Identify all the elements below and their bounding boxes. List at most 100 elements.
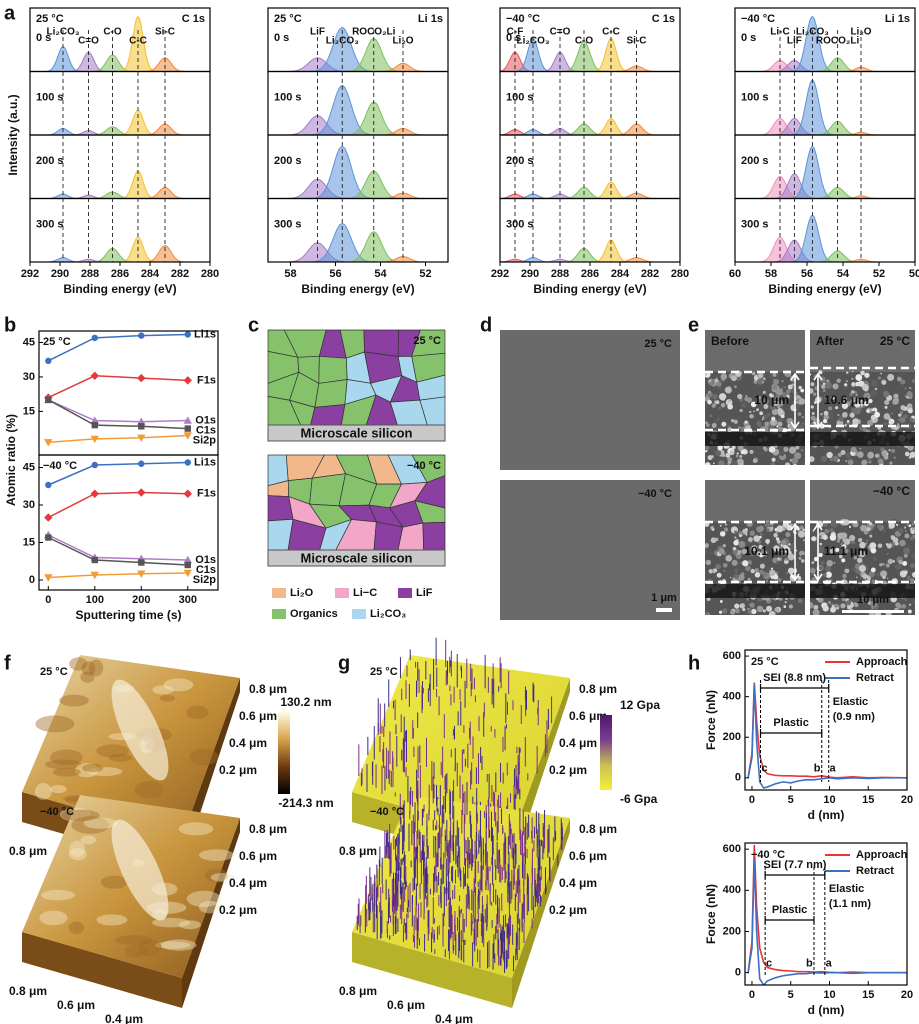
temperature: −40 °C: [370, 806, 404, 818]
row-label: 0 s: [36, 32, 51, 44]
x-tick-label: 15: [862, 989, 874, 1001]
peak-component: [31, 257, 95, 262]
y-tick-label: 30: [23, 499, 35, 511]
legend-label: Organics: [290, 608, 338, 620]
row-label: 200 s: [506, 155, 534, 167]
series-line: [47, 399, 188, 430]
row-label: 300 s: [274, 218, 302, 230]
x-tick-label: 0: [749, 989, 755, 1001]
series-line: [47, 536, 188, 566]
x-axis-label: d (nm): [808, 1003, 845, 1017]
component-label: Li₂CO₃: [517, 36, 550, 47]
axis-tick-label: 0.6 μm: [239, 849, 277, 863]
temperature: −40 °C: [751, 849, 785, 861]
axis-tick-label: 0.8 μm: [579, 822, 617, 836]
x-tick-label: 20: [901, 989, 913, 1001]
image-area: [500, 330, 680, 470]
series-line: [48, 572, 188, 579]
peak-component: [500, 258, 547, 262]
marker: [184, 425, 191, 432]
substrate: [267, 549, 446, 567]
annotation: Plastic: [772, 904, 807, 916]
x-tick-label: 50: [909, 268, 919, 280]
peak-component: [268, 242, 372, 262]
row-label: 100 s: [741, 91, 769, 103]
marker: [45, 357, 52, 365]
peak-component: [326, 231, 421, 262]
marker: [44, 574, 53, 582]
marker: [183, 376, 192, 385]
x-tick-label: 290: [51, 268, 69, 280]
x-tick-label: 20: [901, 794, 913, 806]
x-tick-label: 56: [329, 268, 341, 280]
marker: [45, 396, 52, 404]
axis-tick-label: 0.4 μm: [229, 876, 267, 890]
temperature: 25 °C: [413, 335, 441, 347]
axis-tick-label: 0.8 μm: [339, 984, 377, 998]
marker: [44, 439, 53, 447]
axis-tick-label: 0.2 μm: [219, 903, 257, 917]
row-label: 200 s: [741, 155, 769, 167]
scale-label: 1 μm: [651, 592, 677, 604]
marker: [91, 421, 98, 429]
x-tick-label: 54: [837, 268, 850, 280]
marker: [183, 416, 192, 424]
component-label: ROCO₂Li: [352, 27, 396, 38]
temperature: −40 °C: [741, 13, 775, 25]
scale-bar: [656, 608, 672, 612]
marker: [138, 332, 145, 339]
colorbar: [600, 715, 612, 790]
cross-section: [810, 480, 915, 615]
temperature: 25 °C: [751, 656, 779, 668]
component-label: C=O: [78, 36, 99, 47]
x-tick-label: 292: [21, 268, 39, 280]
plot-frame: [744, 842, 908, 986]
panel-label: d: [480, 314, 492, 336]
legend-swatch: [352, 609, 366, 619]
axis-tick-label: 0.2 μm: [549, 903, 587, 917]
axis-tick-label: 0.8 μm: [249, 822, 287, 836]
peak-component: [57, 258, 120, 262]
colorbar-label: -6 Gpa: [620, 792, 658, 806]
series-label: F1s: [197, 374, 216, 386]
annotation: SEI (8.8 nm): [763, 672, 826, 684]
x-tick-label: 282: [641, 268, 659, 280]
grain: [422, 522, 446, 551]
peak-component: [362, 255, 444, 262]
row-label: 0 s: [274, 32, 289, 44]
legend-label: Li₂CO₃: [370, 608, 406, 620]
x-tick-label: 280: [671, 268, 689, 280]
substrate: [267, 424, 446, 442]
panel-label: b: [4, 314, 16, 336]
column-label: Before: [711, 334, 749, 348]
legend-swatch: [335, 588, 349, 598]
marker: [137, 570, 146, 578]
x-tick-label: 288: [81, 268, 99, 280]
colorbar-label: -214.3 nm: [278, 796, 333, 810]
y-tick-label: 400: [723, 691, 741, 703]
surface-side: [22, 932, 182, 1008]
cross-section: [810, 330, 915, 465]
x-tick-label: 0: [45, 594, 51, 606]
marker: [91, 461, 98, 469]
cross-section: [705, 480, 805, 615]
x-tick-label: 286: [581, 268, 599, 280]
x-tick-label: 292: [491, 268, 509, 280]
component-label: Si-C: [627, 36, 647, 47]
plot-frame: [38, 454, 219, 591]
thickness-label: 10 μm: [754, 393, 789, 407]
series-line: [747, 845, 907, 974]
y-tick-label: 30: [23, 371, 35, 383]
peak-component: [501, 257, 565, 262]
x-tick-label: 100: [86, 594, 104, 606]
colorbar: [278, 712, 290, 794]
row-label: 0 s: [506, 32, 521, 44]
point-label: a: [830, 763, 837, 775]
surface-side: [352, 932, 512, 1008]
marker: [137, 434, 146, 442]
peak-component: [828, 258, 894, 262]
y-tick-label: 200: [723, 731, 741, 743]
bracket: [759, 729, 823, 737]
annotation: Elastic: [829, 883, 864, 895]
annotation: SEI (7.7 nm): [764, 859, 827, 871]
